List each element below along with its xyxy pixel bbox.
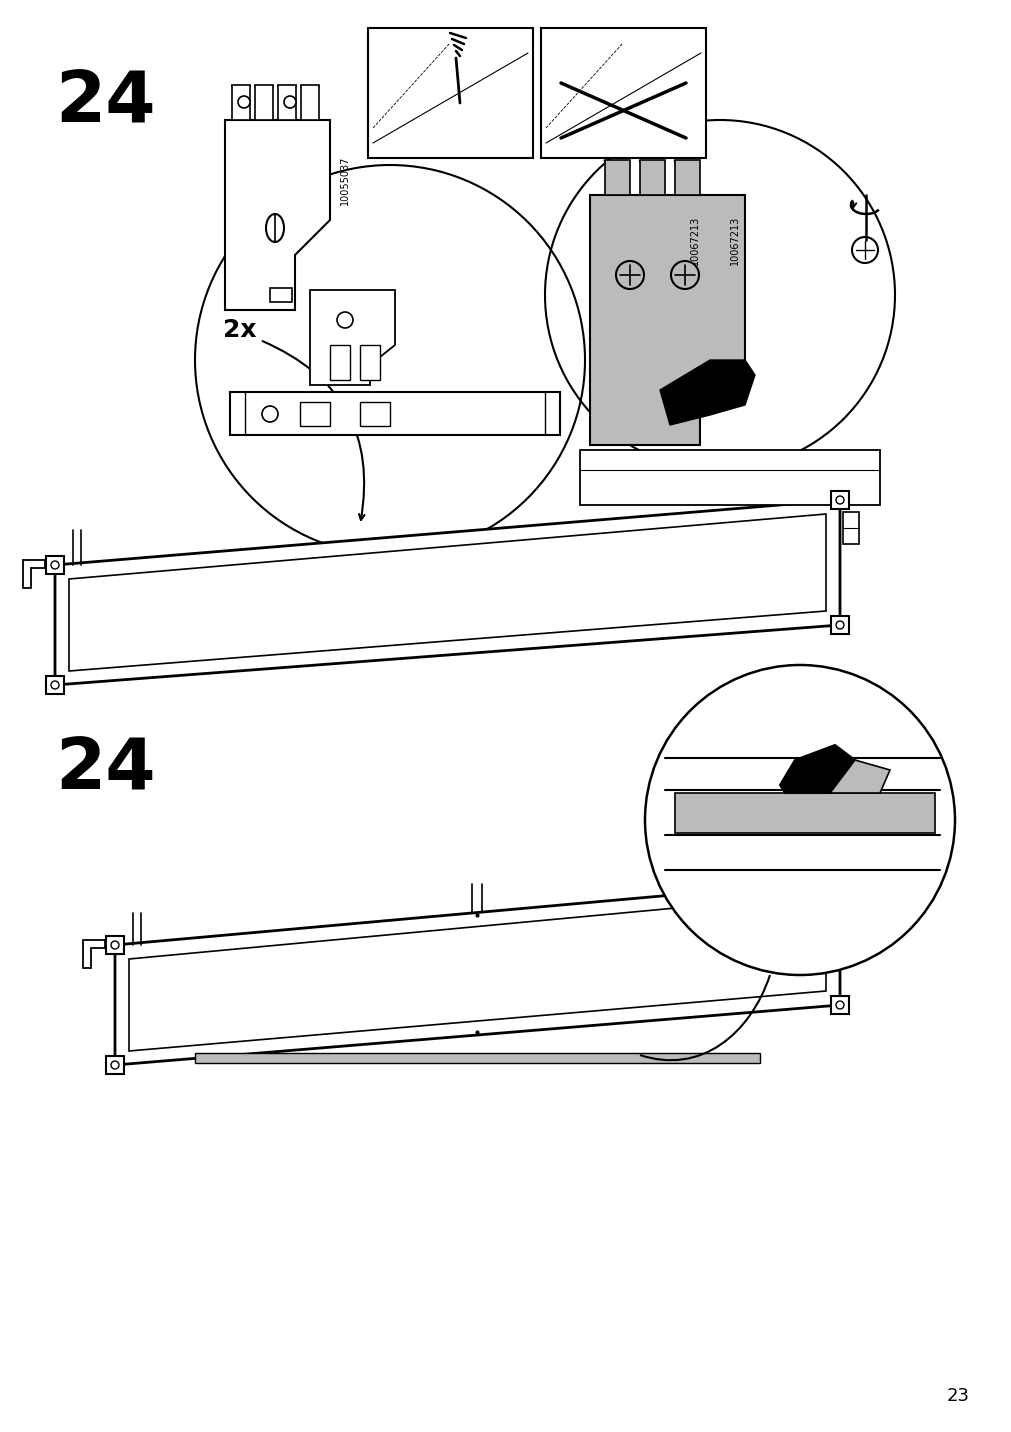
Bar	[45, 556, 64, 574]
Polygon shape	[115, 881, 839, 1065]
Polygon shape	[659, 359, 754, 425]
Text: 23: 23	[946, 1388, 969, 1405]
Polygon shape	[842, 513, 858, 544]
Bar	[106, 1055, 124, 1074]
Circle shape	[835, 1001, 843, 1010]
Bar	[830, 997, 848, 1014]
Polygon shape	[278, 84, 295, 120]
Polygon shape	[368, 29, 533, 158]
Circle shape	[51, 682, 59, 689]
Bar	[830, 491, 848, 508]
Circle shape	[835, 495, 843, 504]
Polygon shape	[224, 120, 330, 309]
Polygon shape	[842, 892, 858, 924]
Polygon shape	[229, 392, 559, 435]
Circle shape	[644, 664, 954, 975]
Polygon shape	[309, 291, 394, 385]
Bar	[830, 616, 848, 634]
Circle shape	[835, 876, 843, 884]
Polygon shape	[674, 160, 700, 195]
Ellipse shape	[266, 213, 284, 242]
Polygon shape	[300, 84, 318, 120]
Polygon shape	[579, 450, 880, 505]
Polygon shape	[23, 560, 44, 589]
Polygon shape	[829, 760, 889, 793]
Polygon shape	[541, 29, 706, 158]
Circle shape	[670, 261, 699, 289]
Bar	[106, 937, 124, 954]
Polygon shape	[330, 345, 350, 379]
Polygon shape	[255, 84, 273, 120]
Circle shape	[111, 941, 119, 949]
Circle shape	[337, 312, 353, 328]
Polygon shape	[83, 939, 105, 968]
Circle shape	[616, 261, 643, 289]
Polygon shape	[270, 288, 292, 302]
Bar	[830, 871, 848, 889]
Polygon shape	[674, 793, 934, 833]
Text: 10055037: 10055037	[340, 155, 350, 205]
Text: 10067213: 10067213	[690, 215, 700, 265]
Text: 2x: 2x	[223, 318, 257, 342]
Polygon shape	[55, 500, 839, 684]
Text: 10067213: 10067213	[729, 215, 739, 265]
Polygon shape	[299, 402, 330, 425]
Polygon shape	[128, 894, 825, 1051]
Bar	[45, 676, 64, 695]
Polygon shape	[232, 84, 250, 120]
Circle shape	[835, 621, 843, 629]
Polygon shape	[360, 345, 379, 379]
Text: 24: 24	[55, 735, 156, 803]
Polygon shape	[69, 514, 825, 672]
Circle shape	[111, 1061, 119, 1070]
Circle shape	[238, 96, 250, 107]
Circle shape	[51, 561, 59, 569]
Circle shape	[851, 238, 878, 263]
Polygon shape	[779, 745, 854, 793]
Polygon shape	[360, 402, 389, 425]
Bar	[195, 1053, 759, 1063]
Circle shape	[262, 407, 278, 422]
Polygon shape	[639, 160, 664, 195]
Polygon shape	[589, 195, 744, 445]
Polygon shape	[605, 160, 630, 195]
Circle shape	[284, 96, 295, 107]
Text: 24: 24	[55, 67, 156, 137]
